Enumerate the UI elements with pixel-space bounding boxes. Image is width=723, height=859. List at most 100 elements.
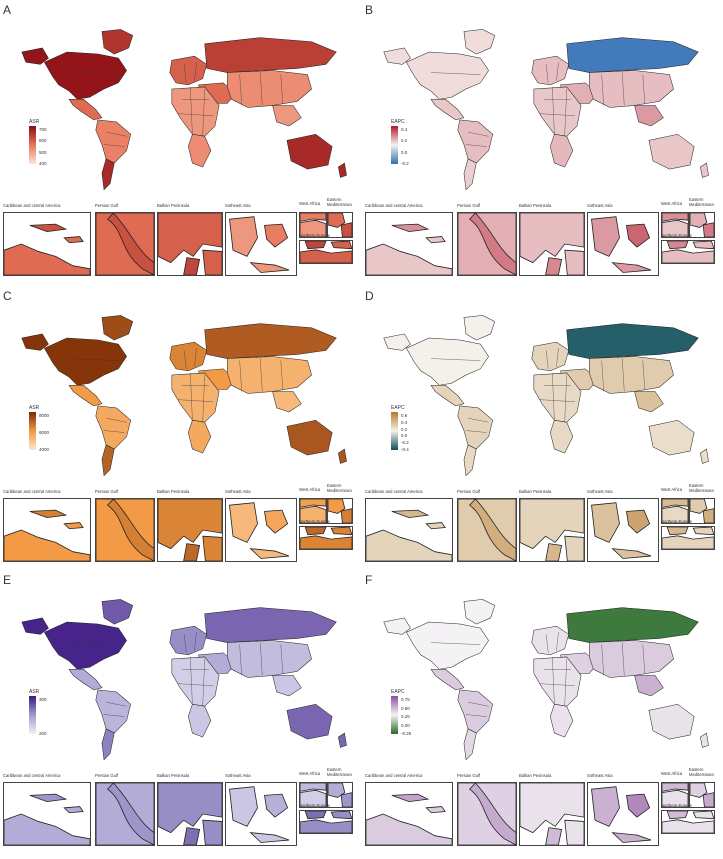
inset-map: [661, 240, 715, 264]
inset-region: [158, 213, 222, 263]
region-na: [44, 621, 127, 670]
region-sea: [634, 391, 664, 413]
inset-region: [4, 244, 90, 275]
map-panel-c: C ASR 8000 6000 4000 Caribbean and central Am…: [3, 289, 353, 572]
inset-label: Northern Europe: [299, 233, 330, 238]
country-border: [239, 644, 242, 676]
inset-map: [225, 782, 297, 846]
country-border: [556, 348, 559, 367]
inset-region: [546, 828, 562, 845]
region-gl: [101, 599, 134, 625]
inset-label: Eastern Mediterranea: [327, 767, 352, 777]
country-border: [260, 72, 263, 106]
country-border: [239, 360, 242, 392]
region-sa_south: [101, 444, 115, 477]
inset-region: [662, 250, 714, 263]
inset-region: [470, 213, 516, 275]
inset-map: [299, 498, 327, 524]
inset-region: [108, 783, 154, 845]
inset-region: [331, 241, 352, 249]
country-border: [545, 350, 549, 369]
inset-region: [613, 833, 652, 843]
inset-label: Caribbean and central America: [3, 489, 61, 494]
inset-region: [667, 811, 688, 819]
region-ak: [21, 617, 49, 635]
country-border: [194, 62, 197, 81]
map-panel-e: E ASR 300 200 Caribbean and central America P…: [3, 573, 353, 856]
region-eu: [531, 625, 570, 656]
legend-tick-label: 0.4: [401, 127, 408, 132]
inset-region: [305, 241, 326, 249]
inset-region: [392, 224, 428, 231]
legend-tick-label: 0.2: [401, 138, 408, 144]
inset-region: [4, 530, 90, 561]
region-as: [227, 70, 312, 108]
legend-tick-label: 200: [39, 731, 47, 736]
legend-tick-label: -0.2: [401, 440, 409, 446]
inset-region: [203, 820, 222, 845]
inset-region: [203, 250, 222, 275]
region-au: [648, 133, 695, 170]
inset-label: West Africa: [299, 771, 321, 776]
region-saf: [188, 703, 212, 738]
world-choropleth-map: [21, 315, 347, 477]
region-ru: [204, 323, 337, 359]
inset-label: Balkan Peninsula: [157, 489, 190, 494]
region-gl: [463, 315, 496, 341]
inset-map: [327, 212, 353, 238]
region-ak: [21, 47, 49, 65]
region-sa_south: [101, 728, 115, 761]
country-border: [190, 86, 193, 135]
inset-map: [3, 498, 91, 562]
inset-region: [392, 510, 428, 517]
inset-map: [365, 782, 453, 846]
inset-label: Northern Europe: [661, 803, 692, 808]
region-sea: [272, 105, 302, 127]
country-border: [431, 72, 481, 75]
region-sa_south: [463, 444, 477, 477]
country-border: [465, 430, 487, 433]
region-ca: [430, 99, 465, 121]
region-sea: [272, 391, 302, 413]
inset-map: [327, 782, 353, 808]
region-as: [227, 356, 312, 394]
inset-map: [519, 782, 585, 846]
inset-region: [592, 217, 620, 257]
country-border: [601, 74, 604, 106]
region-sea: [634, 105, 664, 127]
inset-label: Sotheast Asia: [225, 773, 251, 778]
panel-letter: F: [365, 573, 373, 587]
inset-region: [520, 213, 584, 263]
country-border: [622, 72, 625, 106]
legend-tick-label: 500: [39, 149, 47, 155]
inset-region: [341, 223, 352, 237]
legend-tick-label: 0.2: [401, 426, 408, 432]
region-nz: [700, 448, 709, 464]
inset-label: Eastern Mediterranea: [327, 483, 352, 493]
inset-region: [203, 536, 222, 561]
region-ak: [21, 333, 49, 351]
inset-label: Eastern Mediterranea: [689, 483, 714, 493]
inset-map: [457, 498, 517, 562]
inset-region: [565, 536, 584, 561]
inset-region: [662, 790, 688, 807]
inset-region: [366, 814, 452, 845]
region-ca: [430, 669, 465, 691]
inset-region: [627, 224, 650, 247]
inset-region: [300, 250, 352, 263]
country-border: [194, 632, 197, 651]
inset-region: [426, 807, 445, 813]
inset-map: [95, 782, 155, 846]
inset-map: [95, 498, 155, 562]
region-au: [286, 703, 333, 740]
region-gl: [463, 29, 496, 55]
inset-region: [366, 244, 452, 275]
legend-title: ASR: [29, 405, 40, 411]
country-border: [642, 74, 646, 104]
country-border: [564, 658, 567, 707]
inset-map: [365, 498, 453, 562]
inset-region: [693, 811, 714, 819]
country-border: [190, 656, 193, 705]
map-panel-d: D EAPC 0.6 0.4 0.2 0.0 -0.2 -0.4 Caribbean and c…: [365, 289, 715, 572]
inset-map: [661, 526, 715, 550]
